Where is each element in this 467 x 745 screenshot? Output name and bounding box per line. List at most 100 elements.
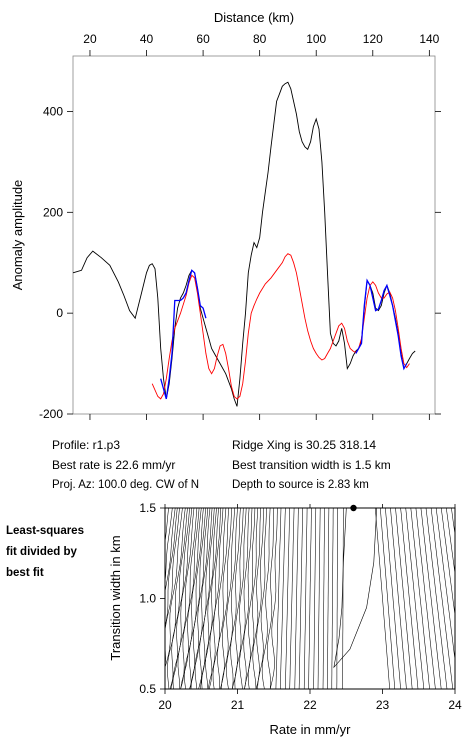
misfit-contour [430, 508, 454, 689]
misfit-contour [188, 508, 204, 689]
top-x-tick-label: 60 [196, 32, 210, 46]
misfit-contour [165, 508, 178, 628]
misfit-contour [327, 508, 330, 689]
misfit-contour [336, 508, 338, 689]
misfit-contour [313, 508, 317, 689]
misfit-contour [257, 508, 267, 689]
misfit-contour [374, 508, 390, 689]
misfit-contour [331, 508, 334, 689]
misfit-contour [243, 508, 253, 689]
top-x-tick-label: 20 [83, 32, 97, 46]
misfit-contour [205, 508, 219, 689]
misfit-contour [322, 508, 325, 689]
misfit-contour [190, 508, 209, 689]
top-y-axis-label: Anomaly amplitude [10, 180, 25, 291]
top-x-tick-label: 120 [363, 32, 383, 46]
bottom-y-tick-label: 0.5 [139, 682, 156, 696]
misfit-contour [239, 508, 250, 689]
misfit-contour [440, 508, 455, 618]
misfit-contour [180, 508, 198, 689]
bottom-x-tick-label: 24 [448, 698, 462, 712]
misfit-contour [255, 508, 264, 689]
misfit-contour [425, 508, 448, 689]
top-y-tick-label: 0 [56, 306, 63, 320]
misfit-contour [405, 508, 425, 689]
misfit-contour [234, 508, 247, 689]
misfit-contour [267, 508, 275, 689]
misfit-contour [415, 508, 436, 689]
misfit-contour [342, 508, 344, 689]
misfit-contour [385, 508, 401, 689]
misfit-contour [252, 508, 261, 689]
observed-anomaly-line [72, 81, 416, 407]
misfit-contour [207, 508, 224, 689]
top-x-tick-label: 140 [419, 32, 439, 46]
bottom-x-axis-label: Rate in mm/yr [270, 722, 352, 737]
top-y-tick-label: 200 [43, 205, 63, 219]
top-plot-series [72, 81, 416, 407]
profile-text: Profile: r1.p3 [52, 438, 121, 452]
bottom-y-tick-label: 1.5 [139, 501, 156, 515]
misfit-contour [217, 508, 230, 689]
misfit-contour-lines [165, 508, 455, 689]
misfit-contour [390, 508, 407, 689]
misfit-contour [380, 508, 396, 689]
misfit-contour [275, 508, 282, 689]
misfit-contour [208, 508, 222, 689]
misfit-contour [212, 508, 227, 689]
misfit-contour [226, 508, 238, 689]
misfit-contour-plot: 20 21 22 23 24 0.5 1.0 1.5 Rate in mm/yr Transi… [108, 501, 462, 737]
top-x-tick-label: 40 [140, 32, 154, 46]
misfit-contour-minimum [333, 508, 377, 669]
misfit-contour [285, 508, 290, 689]
best-rate-text: Best rate is 22.6 mm/yr [52, 458, 176, 472]
fitted-segment-line [160, 269, 408, 400]
bottom-y-axis-label: Transition width in km [108, 535, 123, 660]
top-x-axis-label: Distance (km) [214, 10, 294, 25]
misfit-contour [172, 508, 193, 689]
bottom-x-tick-label: 23 [376, 698, 390, 712]
side-note-line-3: best fit [6, 567, 44, 579]
best-width-text: Best transition width is 1.5 km [232, 458, 391, 472]
misfit-contour [261, 508, 271, 689]
misfit-contour [410, 508, 430, 689]
top-plot-ticks: 20 40 60 80 100 120 140 -200 0 200 400 [39, 32, 441, 421]
misfit-contour [317, 508, 321, 689]
ridge-crossing-text: Ridge Xing is 30.25 318.14 [232, 438, 377, 452]
misfit-contour [180, 508, 200, 689]
misfit-contour [198, 508, 215, 689]
top-plot-frame [72, 55, 436, 415]
best-fit-marker [350, 504, 357, 512]
misfit-contour [230, 508, 241, 689]
side-note-line-1: Least-squares [6, 525, 84, 537]
misfit-contour [165, 508, 180, 670]
bottom-plot-ticks: 20 21 22 23 24 0.5 1.0 1.5 [139, 501, 462, 712]
bottom-y-tick-label: 1.0 [139, 592, 156, 606]
misfit-contour [289, 508, 295, 689]
misfit-contour [184, 508, 202, 689]
misfit-contour [220, 508, 232, 689]
misfit-contour [247, 508, 259, 689]
misfit-contour [169, 508, 190, 689]
top-x-tick-label: 80 [253, 32, 267, 46]
misfit-contour [170, 508, 188, 689]
misfit-contour [189, 508, 206, 689]
misfit-contour [400, 508, 419, 689]
top-y-tick-label: -200 [39, 407, 63, 421]
source-depth-text: Depth to source is 2.83 km [232, 479, 369, 491]
misfit-contour [199, 508, 213, 689]
misfit-contour [165, 508, 173, 584]
bottom-x-tick-label: 20 [158, 698, 172, 712]
misfit-contour [165, 508, 176, 594]
misfit-contour [167, 508, 186, 689]
misfit-contour [294, 508, 299, 689]
misfit-contour [308, 508, 312, 689]
top-y-tick-label: 400 [43, 104, 63, 118]
projection-azimuth-text: Proj. Az: 100.0 deg. CW of N [52, 479, 200, 491]
misfit-contour [231, 508, 244, 689]
misfit-contour [280, 508, 286, 689]
top-x-tick-label: 100 [306, 32, 326, 46]
misfit-contour [269, 508, 278, 689]
misfit-contour [446, 508, 455, 576]
